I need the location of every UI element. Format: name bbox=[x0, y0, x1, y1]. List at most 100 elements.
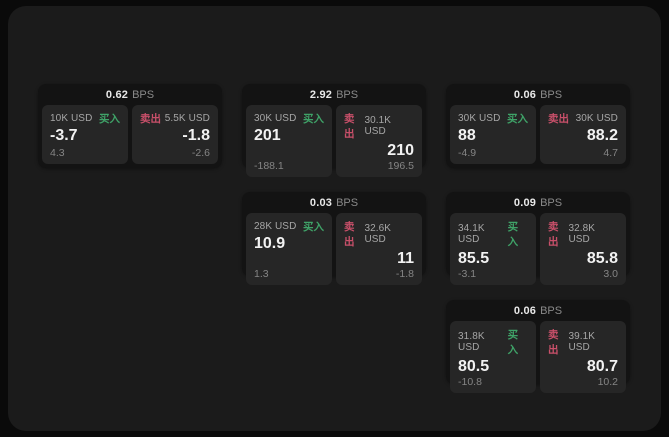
quote-card: 0.06 BPS 30K USD 买入 88 -4.9 卖出 30K USD 8… bbox=[446, 84, 630, 168]
sell-panel-header: 卖出 30K USD bbox=[548, 111, 618, 126]
sell-quote-value: 88.2 bbox=[586, 127, 618, 144]
sell-tag: 卖出 bbox=[548, 221, 559, 248]
sell-amount: 32.6K USD bbox=[364, 223, 392, 245]
sell-amount: 39.1K USD bbox=[568, 331, 596, 353]
buy-panel-header: 30K USD 买入 bbox=[458, 111, 528, 126]
bps-header: 2.92 BPS bbox=[242, 84, 426, 105]
buy-tag: 买入 bbox=[507, 329, 519, 356]
sell-panel-header: 卖出 5.5K USD bbox=[140, 111, 210, 126]
buy-amount: 30K USD bbox=[254, 113, 297, 124]
sell-delta-value: 4.7 bbox=[603, 147, 618, 159]
buy-tag: 买入 bbox=[507, 221, 519, 248]
sell-delta-value: -2.6 bbox=[191, 147, 210, 159]
bps-value: 0.03 bbox=[309, 196, 333, 209]
buy-tag: 买入 bbox=[303, 113, 324, 125]
buy-delta-value: -188.1 bbox=[254, 160, 284, 173]
sell-quote-value: -1.8 bbox=[182, 127, 210, 144]
sell-panel-header: 卖出 32.8K USD bbox=[548, 219, 618, 249]
buy-quote-value: -3.7 bbox=[50, 127, 78, 144]
buy-amount: 31.8K USD bbox=[458, 331, 485, 353]
buy-panel-header: 34.1K USD 买入 bbox=[458, 219, 528, 249]
sell-quote-panel[interactable]: 卖出 32.6K USD 11 -1.8 bbox=[336, 213, 422, 286]
sell-delta-value: 3.0 bbox=[603, 268, 618, 281]
bps-value: 2.92 bbox=[309, 88, 333, 101]
sell-tag: 卖出 bbox=[140, 113, 161, 125]
quote-card: 0.09 BPS 34.1K USD 买入 85.5 -3.1 卖出 32.8K… bbox=[446, 192, 630, 286]
buy-quote-panel[interactable]: 28K USD 买入 10.9 1.3 bbox=[246, 213, 332, 286]
sell-amount: 5.5K USD bbox=[164, 113, 210, 124]
buy-amount: 28K USD bbox=[254, 221, 297, 232]
sell-quote-value: 85.8 bbox=[586, 250, 618, 267]
bps-unit-label: BPS bbox=[132, 88, 155, 101]
bps-value: 0.06 bbox=[513, 304, 537, 317]
buy-amount: 10K USD bbox=[50, 113, 93, 124]
quote-card-body: 31.8K USD 买入 80.5 -10.8 卖出 39.1K USD 80.… bbox=[446, 321, 630, 397]
buy-delta-value: -10.8 bbox=[458, 376, 482, 389]
sell-quote-value: 210 bbox=[387, 142, 414, 159]
quote-card-body: 28K USD 买入 10.9 1.3 卖出 32.6K USD 11 -1.8 bbox=[242, 213, 426, 289]
bps-value: 0.62 bbox=[105, 88, 129, 101]
buy-quote-value: 85.5 bbox=[458, 250, 490, 267]
buy-panel-header: 10K USD 买入 bbox=[50, 111, 120, 126]
buy-tag: 买入 bbox=[99, 113, 120, 125]
sell-panel-header: 卖出 39.1K USD bbox=[548, 327, 618, 357]
quote-card-body: 10K USD 买入 -3.7 4.3 卖出 5.5K USD -1.8 -2.… bbox=[38, 105, 222, 168]
quote-card: 0.06 BPS 31.8K USD 买入 80.5 -10.8 卖出 39.1… bbox=[446, 300, 630, 394]
buy-quote-value: 88 bbox=[458, 127, 476, 144]
buy-panel-header: 31.8K USD 买入 bbox=[458, 327, 528, 357]
quote-card: 2.92 BPS 30K USD 买入 201 -188.1 卖出 30.1K … bbox=[242, 84, 426, 178]
sell-delta-value: 196.5 bbox=[387, 160, 414, 173]
bps-header: 0.03 BPS bbox=[242, 192, 426, 213]
buy-delta-value: 1.3 bbox=[254, 268, 269, 281]
sell-amount: 30K USD bbox=[575, 113, 618, 124]
buy-tag: 买入 bbox=[303, 221, 324, 233]
buy-quote-value: 80.5 bbox=[458, 358, 490, 375]
bps-header: 0.09 BPS bbox=[446, 192, 630, 213]
bps-header: 0.62 BPS bbox=[38, 84, 222, 105]
buy-delta-value: -3.1 bbox=[458, 268, 477, 281]
bps-unit-label: BPS bbox=[540, 196, 563, 209]
sell-tag: 卖出 bbox=[548, 113, 569, 125]
buy-quote-panel[interactable]: 30K USD 买入 201 -188.1 bbox=[246, 105, 332, 178]
quote-card: 0.03 BPS 28K USD 买入 10.9 1.3 卖出 32.6K US… bbox=[242, 192, 426, 286]
quotes-panel: 0.62 BPS 10K USD 买入 -3.7 4.3 卖出 5.5K USD… bbox=[8, 6, 661, 431]
sell-amount: 32.8K USD bbox=[568, 223, 596, 245]
bps-value: 0.06 bbox=[513, 88, 537, 101]
buy-delta-value: -4.9 bbox=[458, 147, 477, 159]
bps-unit-label: BPS bbox=[540, 304, 563, 317]
buy-delta-value: 4.3 bbox=[50, 147, 65, 159]
sell-tag: 卖出 bbox=[344, 221, 355, 248]
bps-unit-label: BPS bbox=[336, 196, 359, 209]
sell-delta-value: 10.2 bbox=[597, 376, 618, 389]
buy-quote-panel[interactable]: 10K USD 买入 -3.7 4.3 bbox=[42, 105, 128, 164]
quote-card-body: 30K USD 买入 88 -4.9 卖出 30K USD 88.2 4.7 bbox=[446, 105, 630, 168]
bps-header: 0.06 BPS bbox=[446, 84, 630, 105]
sell-quote-value: 80.7 bbox=[586, 358, 618, 375]
quote-card: 0.62 BPS 10K USD 买入 -3.7 4.3 卖出 5.5K USD… bbox=[38, 84, 222, 168]
quote-card-body: 34.1K USD 买入 85.5 -3.1 卖出 32.8K USD 85.8… bbox=[446, 213, 630, 289]
sell-quote-panel[interactable]: 卖出 39.1K USD 80.7 10.2 bbox=[540, 321, 626, 394]
sell-quote-panel[interactable]: 卖出 5.5K USD -1.8 -2.6 bbox=[132, 105, 218, 164]
sell-quote-panel[interactable]: 卖出 30.1K USD 210 196.5 bbox=[336, 105, 422, 178]
buy-panel-header: 28K USD 买入 bbox=[254, 219, 324, 234]
sell-tag: 卖出 bbox=[344, 113, 355, 140]
sell-panel-header: 卖出 30.1K USD bbox=[344, 111, 414, 141]
buy-tag: 买入 bbox=[507, 113, 528, 125]
bps-unit-label: BPS bbox=[540, 88, 563, 101]
buy-panel-header: 30K USD 买入 bbox=[254, 111, 324, 126]
buy-amount: 30K USD bbox=[458, 113, 501, 124]
buy-quote-panel[interactable]: 31.8K USD 买入 80.5 -10.8 bbox=[450, 321, 536, 394]
sell-quote-value: 11 bbox=[397, 250, 414, 267]
bps-value: 0.09 bbox=[513, 196, 537, 209]
buy-quote-value: 10.9 bbox=[254, 235, 286, 252]
sell-quote-panel[interactable]: 卖出 32.8K USD 85.8 3.0 bbox=[540, 213, 626, 286]
bps-unit-label: BPS bbox=[336, 88, 359, 101]
sell-delta-value: -1.8 bbox=[395, 268, 414, 281]
buy-quote-value: 201 bbox=[254, 127, 281, 144]
buy-quote-panel[interactable]: 34.1K USD 买入 85.5 -3.1 bbox=[450, 213, 536, 286]
bps-header: 0.06 BPS bbox=[446, 300, 630, 321]
sell-quote-panel[interactable]: 卖出 30K USD 88.2 4.7 bbox=[540, 105, 626, 164]
sell-amount: 30.1K USD bbox=[364, 115, 392, 137]
buy-quote-panel[interactable]: 30K USD 买入 88 -4.9 bbox=[450, 105, 536, 164]
sell-panel-header: 卖出 32.6K USD bbox=[344, 219, 414, 249]
